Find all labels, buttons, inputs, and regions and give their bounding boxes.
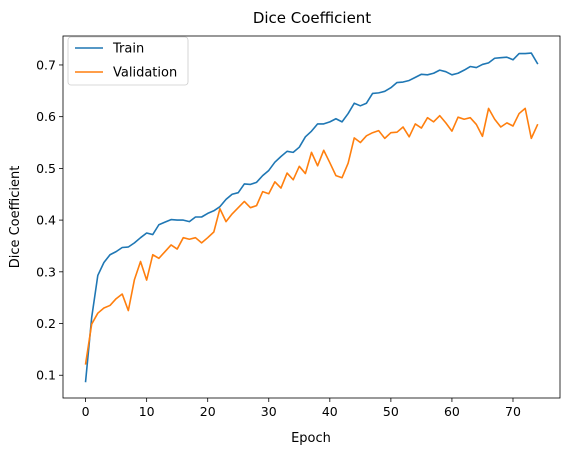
x-tick-label: 30	[261, 404, 277, 419]
y-tick-label: 0.6	[36, 109, 56, 124]
y-tick-label: 0.1	[36, 368, 56, 383]
y-tick-label: 0.7	[36, 57, 56, 72]
legend-label-train: Train	[112, 42, 144, 57]
series-layer	[84, 52, 539, 383]
plot-frame	[62, 35, 561, 399]
series-line-validation	[84, 107, 539, 365]
x-tick-label: 0	[82, 404, 90, 419]
series-line-train	[84, 52, 539, 383]
chart-title: Dice Coefficient	[253, 9, 371, 27]
legend-label-validation: Validation	[113, 66, 177, 81]
y-axis: 0.1 0.2 0.3 0.4 0.5 0.6 0.7	[36, 57, 63, 383]
x-axis: 0 10 20 30 40 50 60 70	[82, 398, 521, 419]
y-tick-label: 0.5	[36, 161, 56, 176]
legend: Train Validation	[67, 36, 189, 86]
x-axis-title: Epoch	[291, 431, 331, 446]
y-tick-label: 0.4	[36, 213, 56, 228]
x-tick-label: 20	[200, 404, 216, 419]
x-tick-label: 40	[322, 404, 338, 419]
x-tick-label: 70	[505, 404, 521, 419]
x-tick-label: 60	[444, 404, 460, 419]
x-tick-label: 10	[139, 404, 155, 419]
y-tick-label: 0.2	[36, 316, 56, 331]
x-tick-label: 50	[383, 404, 399, 419]
y-tick-label: 0.3	[36, 264, 56, 279]
y-axis-title: Dice Coefficient	[8, 166, 23, 269]
legend-box	[67, 36, 189, 86]
